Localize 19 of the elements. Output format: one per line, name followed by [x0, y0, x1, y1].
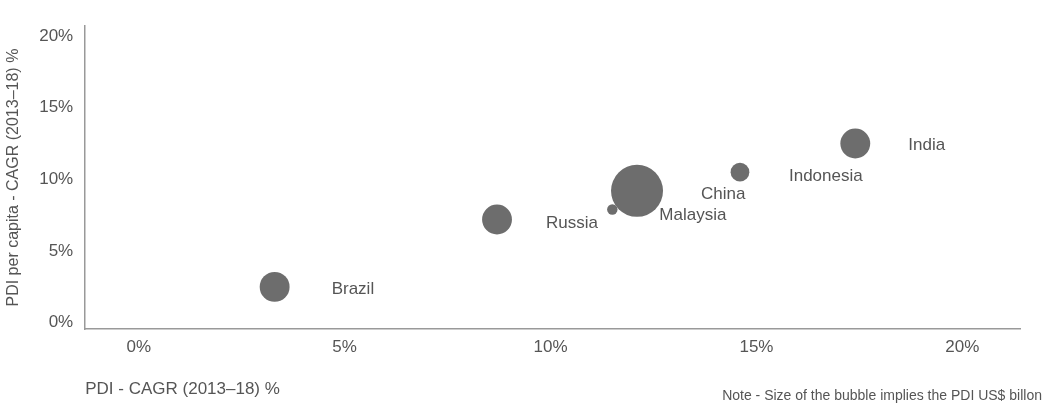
y-tick-label: 15%	[39, 97, 74, 117]
x-tick-label: 15%	[739, 337, 774, 357]
y-tick-label: 10%	[39, 169, 74, 189]
text: Note - Size of the bubble implies the PDI US$ billon	[722, 387, 1042, 403]
text: India	[908, 135, 946, 155]
x-tick-label: 5%	[332, 337, 357, 357]
y-axis-title: PDI per capita - CAGR (2013–18) %	[4, 48, 22, 307]
text: Indonesia	[788, 165, 864, 185]
x-tick-label: 20%	[945, 337, 980, 357]
text: China	[701, 183, 746, 203]
y-tick-label: 20%	[39, 25, 74, 45]
text: Brazil	[331, 278, 375, 298]
y-tick-label: 0%	[48, 312, 74, 332]
x-axis-title: PDI - CAGR (2013–18) %	[85, 379, 280, 399]
text: Malaysia	[659, 205, 727, 225]
x-tick-label: 0%	[126, 337, 152, 357]
y-tick-label: 5%	[48, 240, 74, 260]
x-tick-label: 10%	[533, 337, 568, 357]
text: Russia	[546, 213, 599, 233]
